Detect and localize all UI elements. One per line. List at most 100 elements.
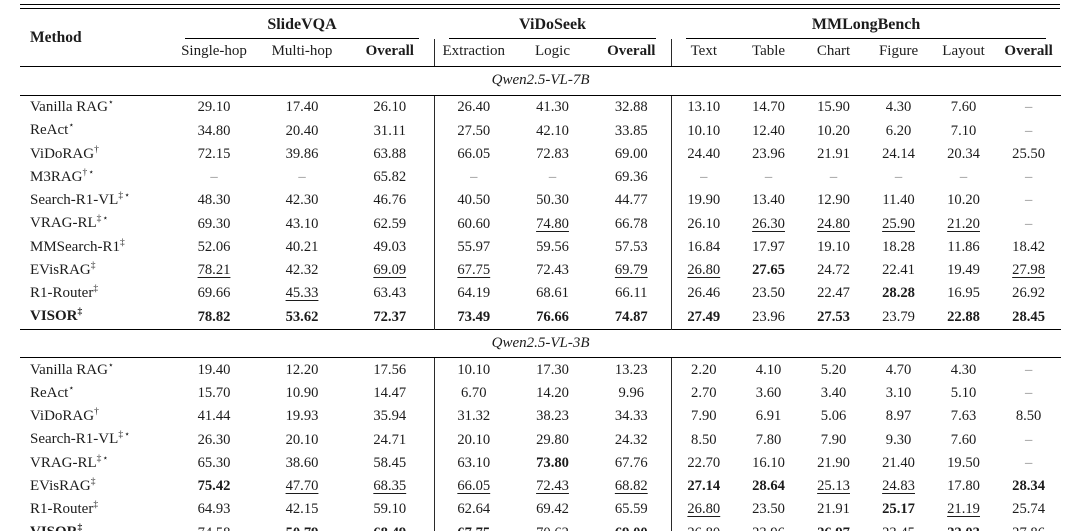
value-cell: 7.90 xyxy=(670,404,737,429)
value-cell: 62.64 xyxy=(433,498,514,522)
method-cell: VISOR‡ xyxy=(20,521,170,531)
value-cell: 38.60 xyxy=(285,454,319,471)
underlined-value: 24.83 xyxy=(882,478,915,495)
value-cell: 74.80 xyxy=(513,212,592,235)
value-cell: 65.82 xyxy=(373,169,407,186)
value-cell: 22.47 xyxy=(817,285,850,302)
value-cell: 69.79 xyxy=(592,259,671,282)
value-cell: 28.28 xyxy=(882,285,915,302)
underlined-value: 72.43 xyxy=(536,478,569,495)
value-cell: 76.66 xyxy=(536,308,569,325)
method-label: Vanilla RAG xyxy=(30,361,108,378)
method-cell: ViDoRAG† xyxy=(20,142,170,165)
method-cell: Vanilla RAG⋆ xyxy=(20,95,170,119)
value-cell: 26.80 xyxy=(670,521,737,531)
value-cell: 3.10 xyxy=(885,385,912,402)
table-body: Qwen2.5-VL-7B Vanilla RAG⋆ 29.10 17.40 26.10… xyxy=(20,66,1062,531)
value-cell: – xyxy=(959,169,968,186)
value-cell: 69.00 xyxy=(614,145,648,162)
value-cell: 78.82 xyxy=(197,308,231,325)
method-column-header: Method xyxy=(20,9,170,67)
value-cell: 65.30 xyxy=(197,454,231,471)
value-cell: – xyxy=(1024,385,1033,402)
underlined-value: 47.70 xyxy=(285,478,319,495)
value-cell: 5.06 xyxy=(820,408,847,425)
table-row-vrag-rl: VRAG-RL‡⋆ 65.30 38.60 58.45 63.10 73.80 67.76 2… xyxy=(20,451,1061,475)
value-cell: 27.53 xyxy=(817,308,850,325)
value-cell: 19.90 xyxy=(670,188,737,213)
value-cell: 6.20 xyxy=(885,122,912,139)
method-superscript: ‡ xyxy=(120,237,126,248)
value-cell: 67.75 xyxy=(433,521,514,531)
method-superscript: ⋆ xyxy=(68,383,76,394)
value-cell: – xyxy=(1024,431,1033,448)
underlined-value: 26.80 xyxy=(687,501,721,518)
value-cell: 21.40 xyxy=(882,454,915,471)
value-cell: 28.64 xyxy=(752,478,785,495)
value-cell: 15.70 xyxy=(197,385,231,402)
value-cell: 72.15 xyxy=(197,145,231,162)
method-label: VRAG-RL xyxy=(30,454,97,471)
value-cell: 3.40 xyxy=(820,385,847,402)
value-cell: 72.43 xyxy=(513,475,592,498)
value-cell: 65.59 xyxy=(614,501,648,518)
value-cell: 18.28 xyxy=(882,238,915,255)
top-rule xyxy=(20,4,1060,9)
method-label: EVisRAG xyxy=(30,261,91,278)
value-cell: 69.36 xyxy=(614,169,648,186)
value-cell: 27.98 xyxy=(996,259,1061,282)
value-cell: 27.14 xyxy=(670,474,737,499)
value-cell: 23.96 xyxy=(736,521,801,531)
table-row-visor: VISOR‡ 74.58 50.7968.4967.7570.6269.00 26.8… xyxy=(20,521,1061,531)
value-cell: 13.10 xyxy=(670,95,737,120)
group-header-label: SlideVQA xyxy=(185,16,420,39)
value-cell: 63.43 xyxy=(373,285,407,302)
value-cell: 34.80 xyxy=(197,122,231,139)
value-cell: 29.80 xyxy=(536,431,569,448)
value-cell: – xyxy=(1024,215,1033,232)
value-cell: 27.86 xyxy=(996,521,1061,531)
value-cell: 69.30 xyxy=(197,215,231,232)
value-cell: 69.09 xyxy=(346,259,434,282)
underlined-value: 23.96 xyxy=(752,525,785,531)
value-cell: 2.20 xyxy=(670,357,737,382)
method-cell: ReAct⋆ xyxy=(20,119,170,142)
value-cell: – xyxy=(894,169,903,186)
table-row-vrag-rl: VRAG-RL‡⋆ 69.30 43.10 62.59 60.60 74.80 66.78 2… xyxy=(20,212,1061,236)
value-cell: 22.03 xyxy=(931,521,996,531)
method-label: EVisRAG xyxy=(30,477,91,494)
value-cell: 27.49 xyxy=(670,305,737,330)
value-cell: 40.21 xyxy=(285,238,319,255)
value-cell: 68.49 xyxy=(346,521,434,531)
method-cell: Search-R1-VL‡⋆ xyxy=(20,428,170,451)
method-label: ViDoRAG xyxy=(30,145,95,162)
value-cell: 21.91 xyxy=(817,145,850,162)
underlined-value: 24.80 xyxy=(817,215,850,232)
value-cell: 6.70 xyxy=(433,381,514,405)
value-cell: 19.40 xyxy=(197,361,231,378)
value-cell: 63.88 xyxy=(373,145,407,162)
value-cell: 32.88 xyxy=(614,99,648,116)
value-cell: 31.32 xyxy=(433,404,514,429)
method-superscript: ‡⋆ xyxy=(96,453,110,464)
method-cell: ViDoRAG† xyxy=(20,405,170,428)
value-cell: 25.13 xyxy=(801,475,866,498)
method-label: Vanilla RAG xyxy=(30,99,108,116)
table-row-react: ReAct⋆ 15.70 10.90 14.47 6.70 14.20 9.96 2.70 3.… xyxy=(20,381,1061,405)
value-cell: – xyxy=(1024,192,1033,209)
value-cell: 20.10 xyxy=(433,428,514,452)
method-superscript: ⋆ xyxy=(107,360,115,371)
value-cell: 5.10 xyxy=(950,385,977,402)
underlined-value: 69.09 xyxy=(373,262,407,279)
method-label: ReAct xyxy=(30,384,69,401)
value-cell: – xyxy=(829,169,838,186)
value-cell: 10.10 xyxy=(670,119,737,143)
underlined-value: 66.05 xyxy=(457,478,491,495)
value-cell: 70.62 xyxy=(513,521,592,531)
value-cell: 7.10 xyxy=(950,122,977,139)
method-cell: R1-Router‡ xyxy=(20,498,170,521)
value-cell: 47.70 xyxy=(258,475,346,498)
value-cell: 7.60 xyxy=(950,99,977,116)
method-superscript: ‡ xyxy=(90,260,97,271)
value-cell: 59.10 xyxy=(373,501,407,518)
